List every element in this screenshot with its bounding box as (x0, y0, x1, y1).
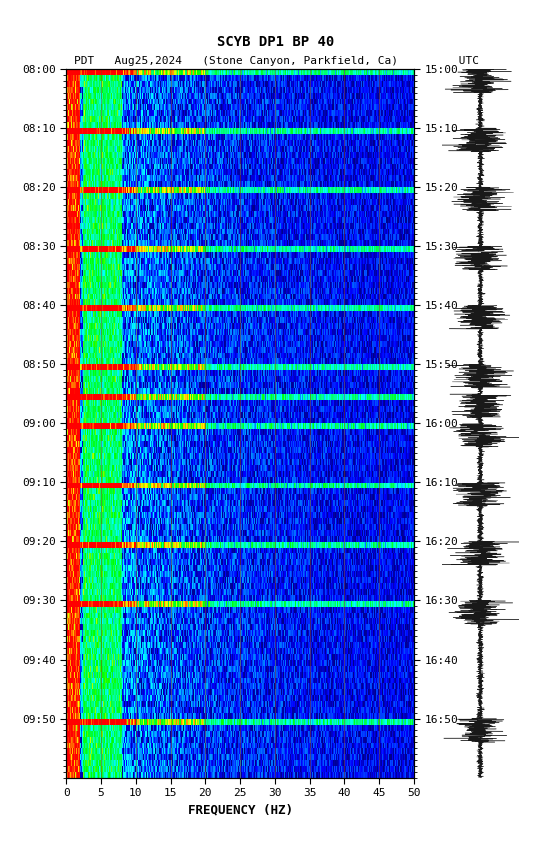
X-axis label: FREQUENCY (HZ): FREQUENCY (HZ) (188, 804, 293, 816)
Text: SCYB DP1 BP 40: SCYB DP1 BP 40 (217, 35, 335, 48)
Text: PDT   Aug25,2024   (Stone Canyon, Parkfield, Ca)         UTC: PDT Aug25,2024 (Stone Canyon, Parkfield,… (73, 56, 479, 67)
